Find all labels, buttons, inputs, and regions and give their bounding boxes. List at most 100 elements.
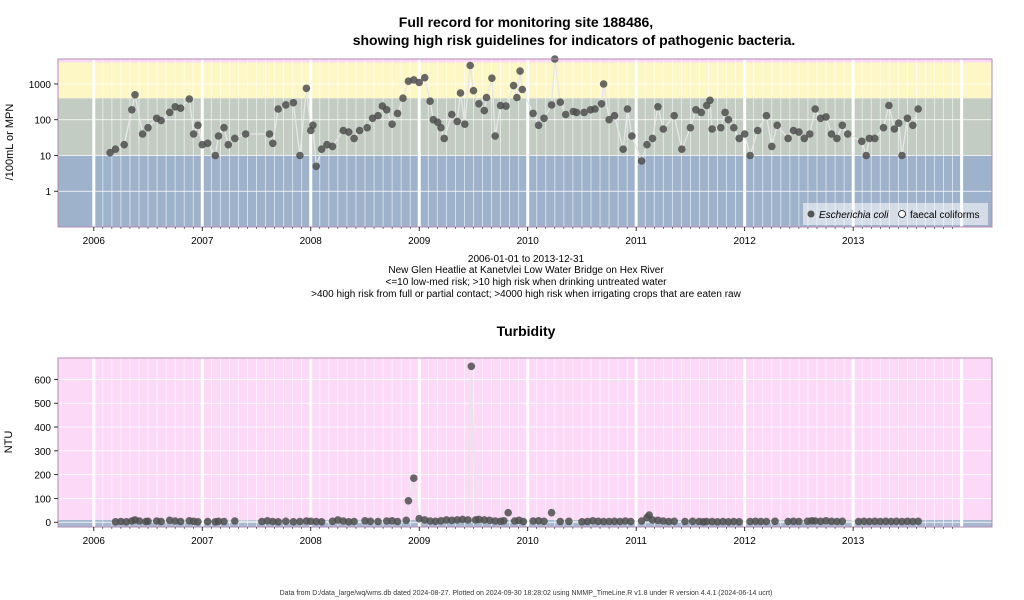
chart1-data-point (516, 67, 524, 75)
chart1-data-point (289, 98, 298, 107)
chart1-data-point (843, 130, 852, 138)
chart2-data-point (289, 518, 298, 526)
chart1-data-point (534, 121, 543, 130)
chart1-data-point (144, 123, 152, 132)
chart2-data-point (854, 517, 863, 526)
chart1-data-point (131, 91, 139, 99)
chart1-data-point (157, 116, 165, 125)
chart1-data-point (437, 123, 445, 132)
chart1-data-point (393, 109, 402, 118)
legend-faecal-label: faecal coliforms (910, 210, 979, 221)
chart2-data-point (402, 516, 411, 525)
chart1-data-point (491, 132, 500, 140)
chart2-y-tick-label-3: 300 (34, 447, 51, 458)
footer-source: Data from D:/data_large/wq/wms.db dated … (280, 590, 773, 597)
chart1-data-point (518, 85, 527, 94)
chart1-data-point (894, 119, 903, 127)
chart1-data-point (784, 134, 792, 143)
chart2-data-point (670, 517, 678, 526)
chart2-data-point (111, 518, 120, 526)
chart1-data-point (453, 117, 462, 126)
chart2-y-axis-label: NTU (3, 431, 15, 454)
chart2-data-point (771, 517, 779, 526)
chart1-data-point (185, 95, 194, 103)
chart2-data-point (746, 517, 754, 526)
chart2-data-point (876, 517, 885, 526)
chart1-data-point (890, 125, 899, 133)
chart2-data-point (827, 517, 836, 526)
chart2-data-point (312, 517, 321, 526)
chart1-y-axis-label: /100mL or MPN (4, 104, 16, 181)
chart1-note-risk-drinking: <=10 low-med risk; >10 high risk when dr… (386, 277, 668, 288)
chart1-data-point (466, 61, 475, 70)
chart2-data-point (157, 517, 165, 526)
chart1-data-point (721, 108, 729, 117)
chart1-data-point (643, 140, 651, 149)
chart2-x-tick-label-7: 2013 (842, 536, 865, 547)
chart1-data-point (628, 132, 636, 140)
chart1-data-point (203, 139, 212, 148)
chart1-data-point (106, 148, 114, 157)
chart2-data-point (811, 517, 819, 525)
chart1-data-point (706, 96, 714, 105)
chart2-data-point (556, 517, 565, 526)
chart1-title-line1: Full record for monitoring site 188486, (399, 14, 653, 30)
chart1-data-point (800, 134, 809, 143)
chart2-data-point (214, 517, 223, 526)
chart1-data-point (547, 101, 556, 109)
chart1-data-point (189, 130, 198, 138)
chart1-data-point (482, 93, 491, 102)
chart2-data-point (467, 362, 476, 371)
chart2-x-tick-label-1: 2007 (191, 536, 214, 547)
chart2-data-point (688, 517, 697, 526)
chart2-data-point (838, 517, 847, 526)
chart2-data-point (898, 517, 906, 526)
chart2-data-point (833, 517, 841, 526)
chart1-data-point (274, 105, 283, 113)
chart1-risk-band-2 (58, 62, 992, 99)
chart1-data-point (697, 108, 706, 117)
chart2-data-point (393, 517, 402, 526)
chart2-data-point (426, 517, 434, 525)
chart1-data-point (309, 121, 317, 130)
legend-ecoli-marker (807, 210, 815, 218)
chart2-data-point (480, 516, 489, 524)
chart2-data-point (519, 517, 528, 526)
chart2-data-point (822, 517, 830, 525)
chart2-data-point (892, 517, 901, 526)
chart1-risk-band-1 (58, 98, 992, 156)
chart2-data-point (448, 516, 456, 525)
chart1-title-line2: showing high risk guidelines for indicat… (353, 32, 796, 48)
chart1-data-point (686, 123, 695, 132)
chart2-data-point (374, 517, 382, 526)
chart1-data-point (211, 151, 220, 160)
chart2-y-tick-label-1: 100 (34, 494, 51, 505)
chart1-data-point (388, 120, 396, 128)
chart1-note-date-range: 2006-01-01 to 2013-12-31 (468, 254, 585, 265)
chart1-data-point (806, 130, 814, 138)
chart1-data-point (426, 97, 434, 105)
chart2-data-point (547, 508, 556, 517)
chart1-data-point (128, 106, 136, 114)
chart2-data-point (599, 517, 608, 526)
chart1-data-point (914, 105, 922, 113)
chart2-data-point (871, 517, 879, 526)
chart1-plot-area: 1 10 100 1000 2006 2007 2008 2009 2010 2011 2012 20… (29, 55, 993, 247)
chart1-data-point (302, 84, 311, 93)
chart1-data-point (903, 114, 912, 123)
chart1-data-point (865, 134, 874, 143)
chart2-risk-band-1 (58, 358, 992, 520)
chart1-note-site: New Glen Heatlie at Kanetvlei Low Water … (388, 265, 664, 276)
chart1-y-tick-label-2: 100 (34, 116, 51, 127)
chart1-data-point (909, 121, 917, 130)
legend-box (803, 203, 988, 225)
chart1-data-point (654, 103, 662, 111)
chart1-data-point (480, 106, 489, 115)
chart1-data-point (231, 134, 239, 143)
chart1-data-point (440, 134, 449, 143)
chart1-data-point (355, 126, 364, 135)
chart1-frame (57, 58, 993, 228)
chart2-y-tick-label-0: 0 (45, 518, 51, 529)
chart2-data-point (504, 508, 512, 517)
chart2-x-tick-label-2: 2008 (300, 536, 323, 547)
